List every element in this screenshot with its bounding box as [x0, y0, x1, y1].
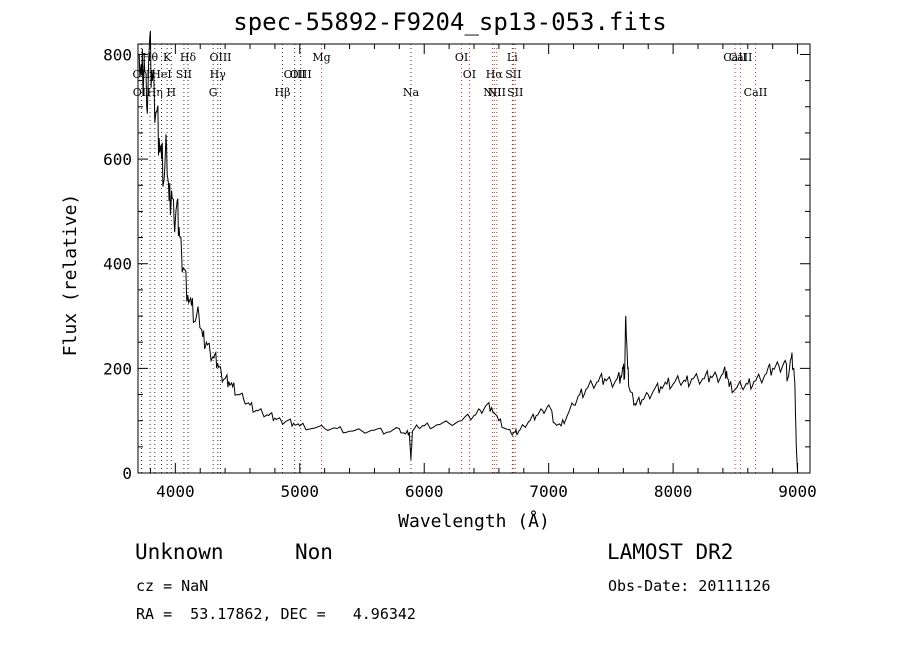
line-label-5: K	[163, 51, 172, 64]
cz-label: cz = NaN	[136, 577, 209, 595]
line-label-14: OIII	[290, 68, 312, 81]
line-label-11: OIII	[209, 51, 231, 64]
line-label-6: H	[167, 86, 177, 99]
line-label-15: Mg	[312, 51, 330, 64]
x-tick-label-8000: 8000	[654, 482, 693, 501]
x-tick-label-6000: 6000	[405, 482, 444, 501]
line-label-8: Hδ	[180, 51, 197, 64]
line-label-21: NII	[488, 86, 506, 99]
y-tick-label-0: 0	[122, 464, 132, 483]
line-label-4: HeI	[151, 68, 171, 81]
line-label-26: CaII	[729, 51, 753, 64]
spectrum-line	[138, 30, 799, 474]
line-label-16: Na	[403, 86, 420, 99]
obs-date-label: Obs-Date: 20111126	[608, 577, 771, 595]
line-label-27: CaII	[744, 86, 768, 99]
chart-title: spec-55892-F9204_sp13-053.fits	[233, 8, 667, 36]
line-label-22: Li	[507, 51, 518, 64]
radec-label: RA = 53.17862, DEC = 4.96342	[136, 605, 416, 623]
class-label: Unknown	[135, 540, 224, 564]
line-label-24: SII	[507, 86, 523, 99]
line-label-9: G	[209, 86, 218, 99]
y-tick-label-400: 400	[103, 255, 132, 274]
x-tick-label-9000: 9000	[778, 482, 817, 501]
x-tick-label-4000: 4000	[156, 482, 195, 501]
x-tick-label-7000: 7000	[529, 482, 568, 501]
line-label-19: NII	[483, 86, 501, 99]
line-label-7: SII	[176, 68, 192, 81]
subclass-label: Non	[295, 540, 333, 564]
y-tick-label-200: 200	[103, 359, 132, 378]
line-label-13: OIII	[284, 68, 306, 81]
x-tick-label-5000: 5000	[281, 482, 320, 501]
line-label-20: Hα	[486, 68, 504, 81]
y-tick-label-600: 600	[103, 150, 132, 169]
line-label-18: OI	[463, 68, 476, 81]
line-label-3: Hη	[147, 86, 163, 99]
y-tick-label-800: 800	[103, 45, 132, 64]
line-label-10: Hγ	[210, 68, 227, 81]
survey-label: LAMOST DR2	[607, 540, 734, 564]
line-label-12: Hβ	[275, 86, 291, 99]
line-label-23: SII	[505, 68, 521, 81]
line-label-17: OI	[455, 51, 468, 64]
x-axis-label: Wavelength (Å)	[398, 511, 550, 532]
plot-frame	[137, 43, 811, 474]
